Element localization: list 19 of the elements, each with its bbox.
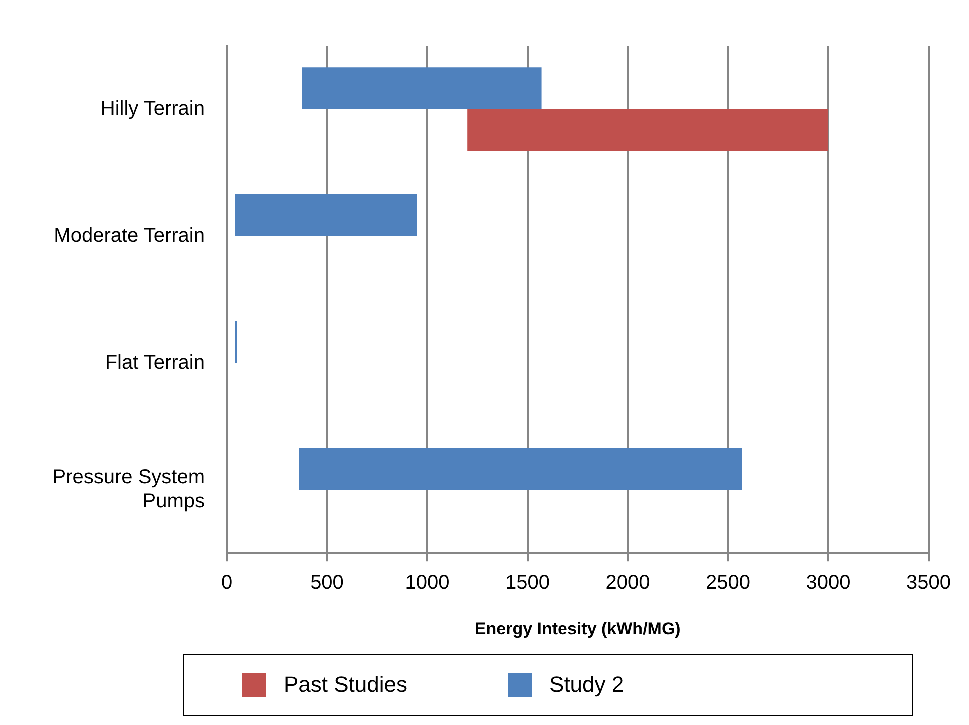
bar <box>235 194 418 236</box>
y-tick-label: Pressure System Pumps <box>52 466 205 513</box>
x-tick-label: 3000 <box>806 572 851 594</box>
x-tick-label: 0 <box>221 572 233 594</box>
y-tick-label: Flat Terrain <box>105 352 205 374</box>
bar <box>468 109 829 152</box>
legend-label: Study 2 <box>550 672 624 698</box>
bar <box>299 448 742 490</box>
x-tick-label: 3500 <box>906 572 952 594</box>
y-tick-label: Hilly Terrain <box>100 98 205 120</box>
x-axis-title: Energy Intesity (kWh/MG) <box>474 619 681 638</box>
y-tick-label: Moderate Terrain <box>54 224 205 247</box>
x-tick-label: 2000 <box>606 572 650 594</box>
bar <box>302 68 542 110</box>
legend-label: Past Studies <box>284 672 408 698</box>
x-tick-label: 1500 <box>506 572 550 594</box>
x-tick-label: 1000 <box>405 572 450 594</box>
x-tick-label: 2500 <box>706 572 751 594</box>
x-tick-label: 500 <box>310 572 344 594</box>
